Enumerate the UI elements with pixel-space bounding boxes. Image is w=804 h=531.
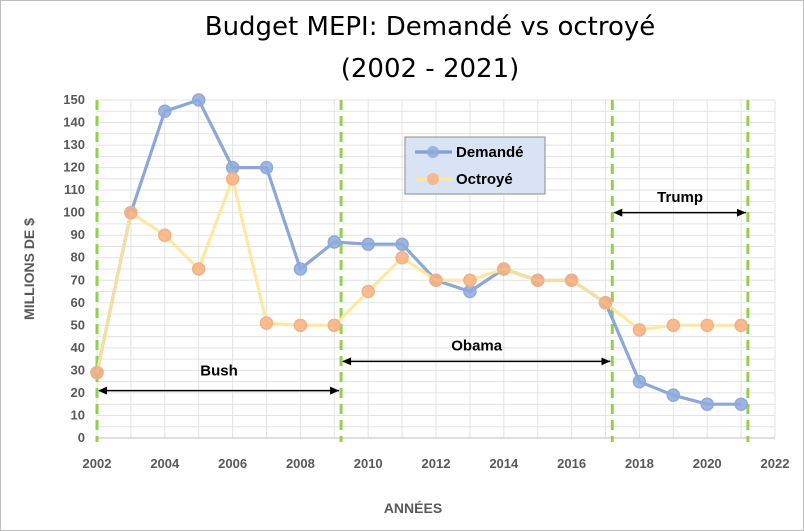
x-tick-label: 2018 — [625, 456, 654, 471]
x-tick-label: 2008 — [286, 456, 315, 471]
x-tick-label: 2010 — [354, 456, 383, 471]
legend-marker — [427, 173, 439, 185]
series-line — [95, 98, 742, 406]
x-tick-label: 2002 — [83, 456, 112, 471]
y-tick-label: 80 — [71, 250, 85, 265]
y-tick-label: 120 — [63, 160, 85, 175]
data-point — [158, 104, 172, 119]
x-tick-label: 2014 — [489, 456, 519, 471]
series-1 — [90, 172, 748, 380]
x-tick-label: 2012 — [422, 456, 451, 471]
data-point — [395, 250, 409, 265]
chart-title-line2: (2002 - 2021) — [341, 54, 520, 84]
y-tick-label: 40 — [71, 340, 85, 355]
y-tick-label: 90 — [71, 227, 85, 242]
data-point — [293, 318, 308, 333]
legend-marker — [427, 146, 439, 158]
data-point — [191, 262, 206, 276]
series-line — [95, 177, 742, 374]
x-tick-label: 2022 — [761, 456, 790, 471]
data-point — [225, 160, 240, 175]
x-tick-label: 2006 — [218, 456, 247, 471]
x-tick-label: 2004 — [150, 456, 180, 471]
y-tick-label: 140 — [63, 115, 85, 130]
data-point — [259, 160, 274, 175]
x-axis-title: ANNÉES — [384, 500, 442, 516]
data-point — [158, 228, 172, 242]
y-tick-label: 50 — [71, 317, 85, 332]
data-point — [429, 273, 443, 288]
y-tick-label: 70 — [71, 272, 85, 287]
data-point — [700, 318, 714, 333]
x-tick-label: 2016 — [557, 456, 586, 471]
data-point — [124, 205, 138, 220]
y-tick-label: 20 — [71, 385, 85, 400]
data-point — [632, 374, 647, 389]
y-tick-label: 0 — [78, 430, 85, 445]
data-point — [90, 365, 104, 380]
data-point — [666, 388, 681, 402]
data-point — [361, 237, 375, 251]
period-label: Bush — [200, 362, 238, 379]
data-point — [734, 397, 748, 411]
legend: Demandé Octroyé — [404, 136, 546, 195]
data-point — [463, 284, 477, 299]
y-tick-label: 100 — [63, 205, 85, 220]
period-label: Obama — [451, 338, 503, 355]
legend-label: Demandé — [456, 144, 524, 161]
data-point — [225, 172, 240, 186]
data-point — [259, 316, 274, 330]
data-point — [293, 262, 308, 276]
data-point — [361, 284, 375, 299]
data-point — [191, 93, 206, 107]
data-point — [327, 235, 342, 249]
period-dividers — [95, 100, 750, 442]
data-point — [700, 397, 714, 411]
y-tick-label: 60 — [71, 295, 85, 310]
y-tick-label: 10 — [71, 407, 85, 422]
data-point — [666, 318, 681, 333]
y-tick-label: 130 — [63, 137, 85, 152]
y-tick-label: 150 — [63, 92, 85, 107]
data-point — [327, 318, 342, 333]
data-point — [497, 262, 511, 276]
period-annotations: Bush Obama Trump — [98, 189, 746, 395]
data-point — [463, 273, 477, 288]
axes: 0 10 20 30 40 50 60 70 80 90 100 110 120 130 140 150 200… — [63, 92, 789, 471]
data-point — [530, 273, 545, 288]
data-point — [395, 237, 409, 251]
x-tick-label: 2020 — [693, 456, 722, 471]
legend-label: Octroyé — [456, 171, 513, 188]
legend-box — [404, 136, 546, 195]
data-point — [598, 296, 613, 310]
period-label: Trump — [657, 189, 703, 206]
series — [90, 93, 748, 411]
y-tick-label: 110 — [64, 182, 85, 197]
data-point — [632, 323, 647, 337]
y-tick-label: 30 — [71, 362, 85, 377]
data-point — [564, 273, 579, 288]
y-axis-title: MILLIONS DE $ — [21, 218, 37, 320]
data-point — [734, 318, 748, 333]
chart-title-line1: Budget MEPI: Demandé vs octroyé — [205, 12, 656, 42]
